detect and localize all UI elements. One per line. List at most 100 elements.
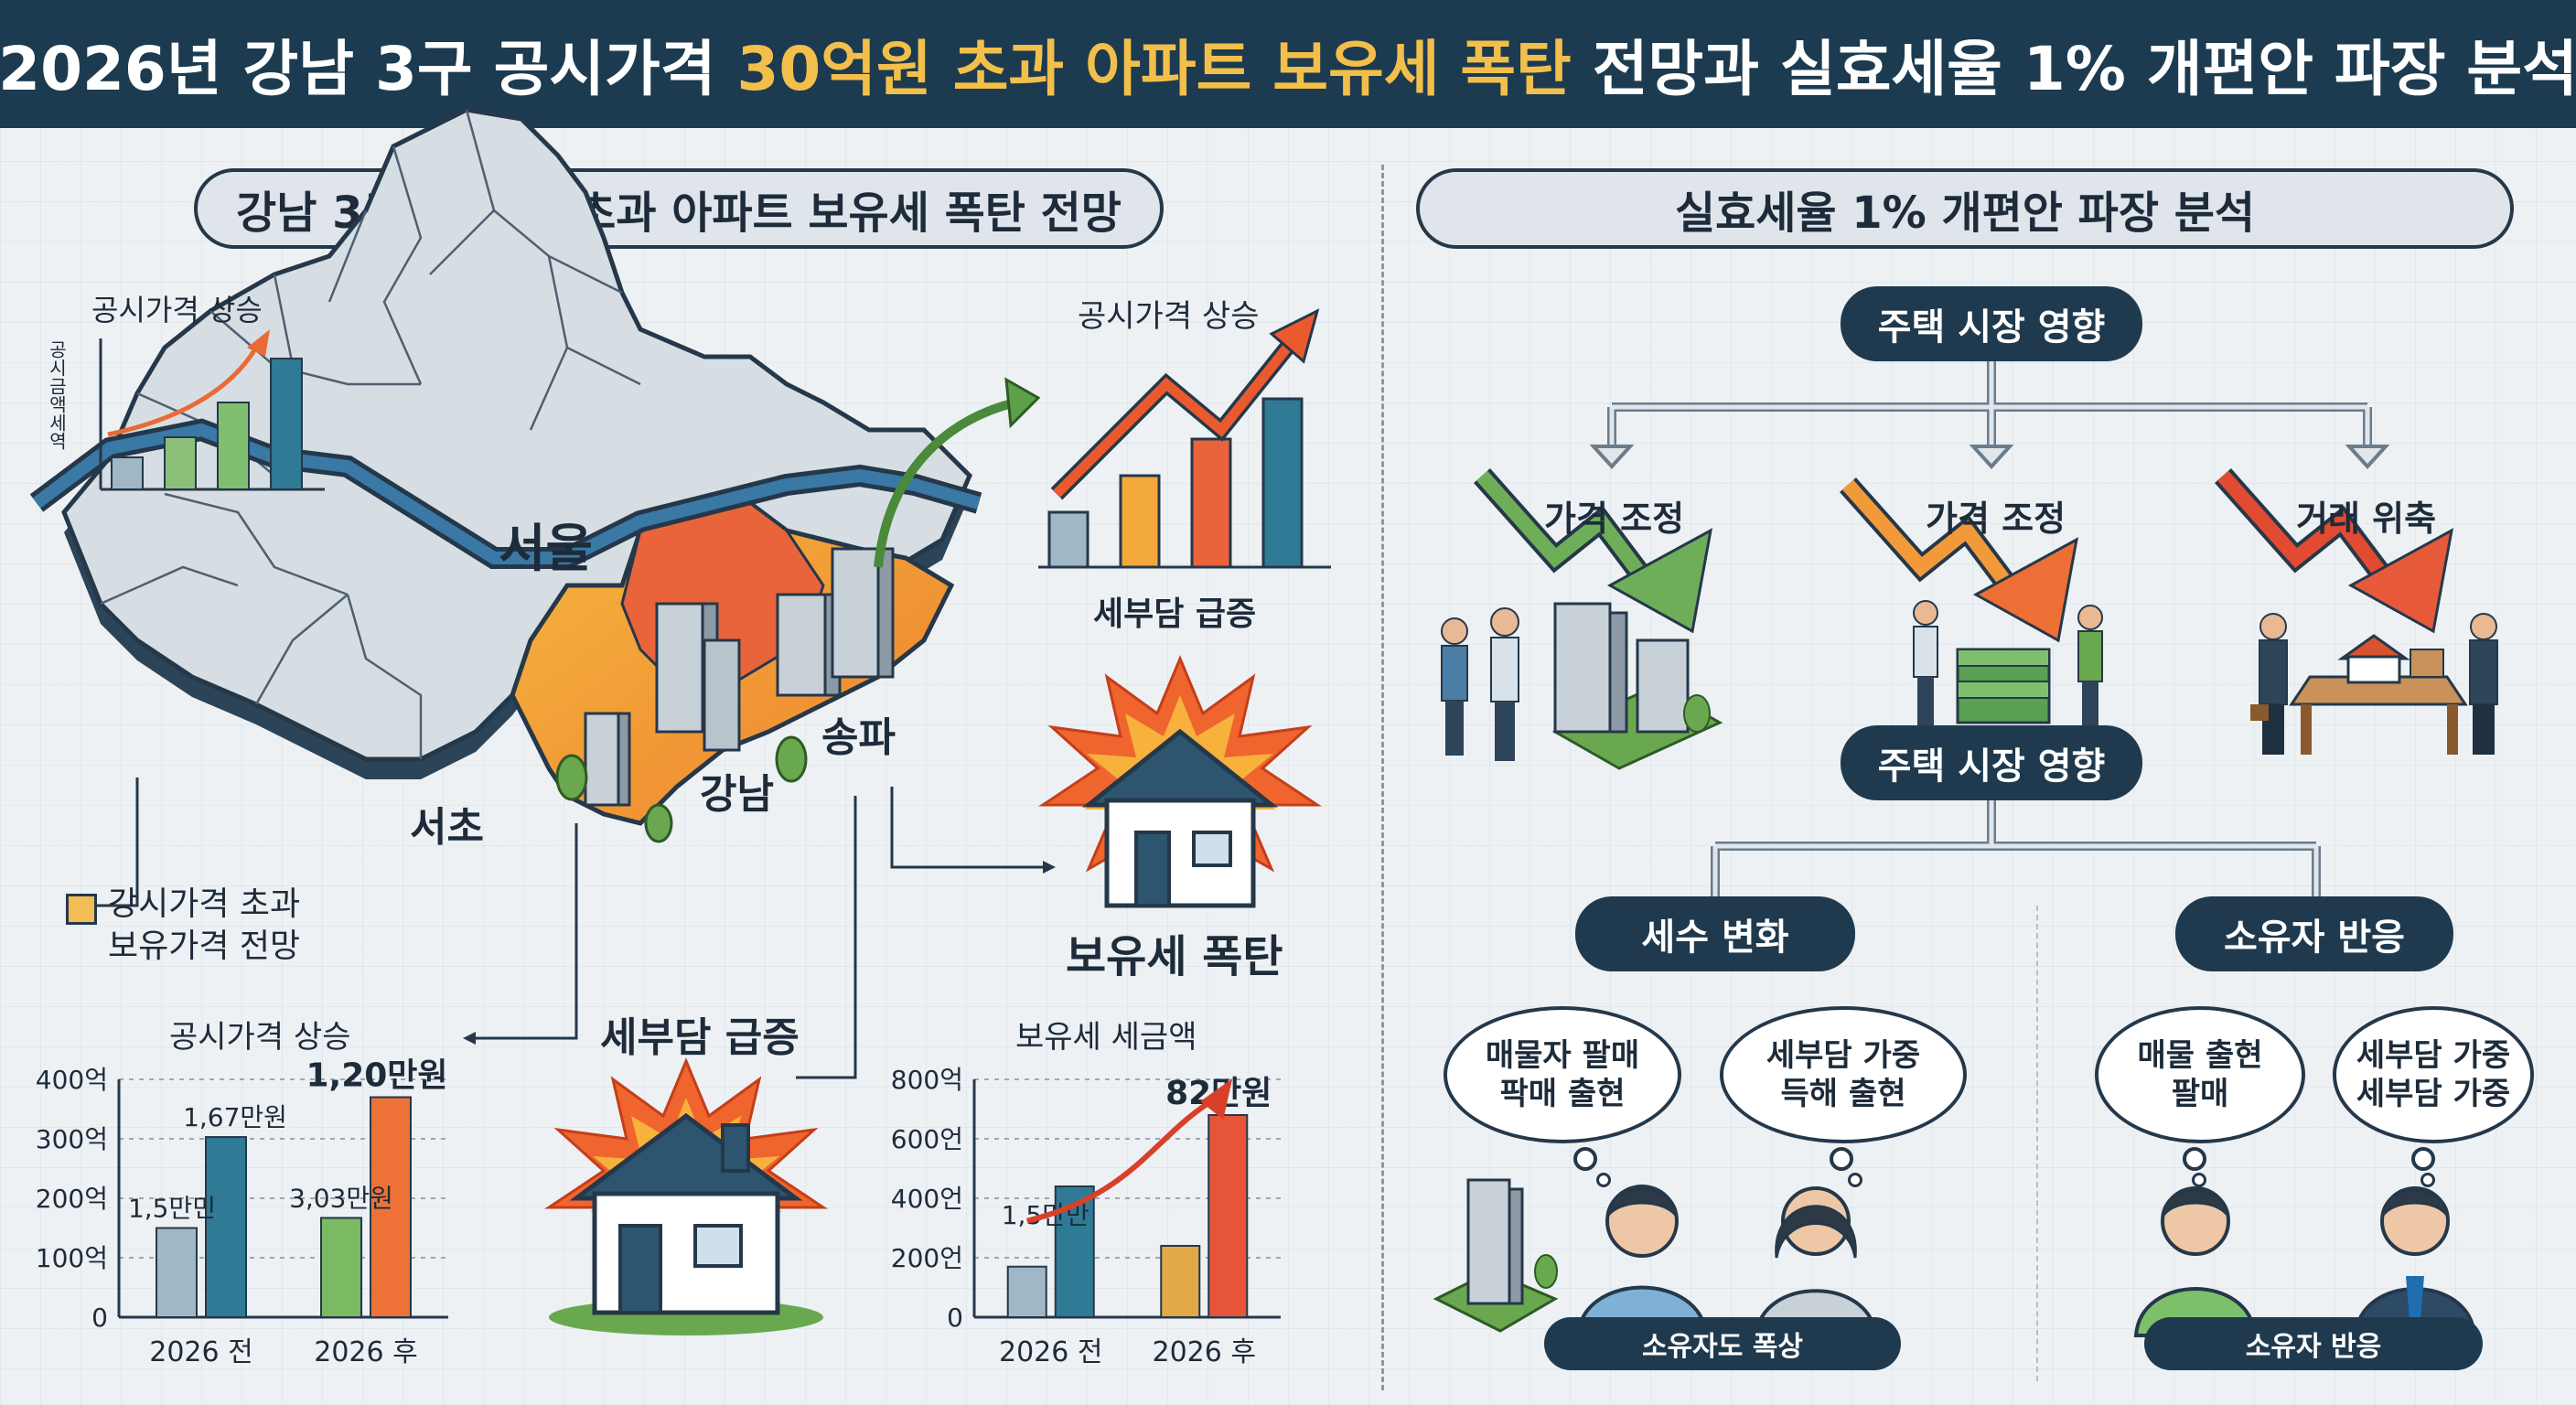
bar [1006,1265,1047,1318]
mini-bar-1 [111,456,144,490]
tax-change-pill: 세수 변화 [1575,896,1855,971]
connector-arrow-2 [1043,861,1056,874]
map-label-songpa: 송파 [821,714,896,761]
people-with-buildings [1441,602,1723,770]
house-deal-table [2250,613,2498,755]
trees [555,735,808,843]
bubble3-line2: 팔매 [2171,1076,2229,1112]
bubble2-tail-small [1848,1173,1862,1187]
title-part2: 전망과 실효세율 1% 개편안 파장 분석 [1571,34,2576,104]
map-label-gangnam: 강남 [700,771,774,818]
trend-arrow-head [1200,1078,1233,1120]
map-label-seoul: 서울 [499,520,594,579]
buildings [584,547,895,807]
footer-left-pill: 소유자도 폭상 [1544,1317,1901,1370]
trc-bar-3 [1190,437,1232,569]
connector-arrow-1 [463,1032,476,1045]
han-river-water [32,423,981,564]
right-section-title: 실효세율 1% 개편안 파장 분석 [1416,168,2514,249]
tax-bomb-label: 보유세 폭탄 [1066,931,1283,982]
data-label: 1,5만민 [128,1194,216,1224]
mini-chart-title: 공시가격 상승 [91,293,263,327]
mini-bar-3 [217,402,250,490]
map-legend-swatch [66,894,97,925]
bubble3-tail-small [2192,1173,2206,1187]
market-impact-top-text: 주택 시장 영향 [1877,306,2106,349]
seoul-map [29,107,1056,1079]
trc-trend-arrow [1269,308,1320,364]
top-right-chart-title: 공시가격 상승 [1078,298,1260,335]
y-tick-label: 200억 [36,1184,108,1214]
title-bar: 2026년 강남 3구 공시가격 30억원 초과 아파트 보유세 폭탄 전망과 … [0,0,2576,128]
owner-reaction-text: 소유자 반응 [2224,917,2405,959]
y-tick-label: 800억 [891,1065,963,1095]
trend-arrow-line [1026,1094,1220,1224]
subsection-divider [2036,906,2038,1381]
top-right-chart [1038,308,1331,569]
section-divider [1381,165,1384,1390]
trc-bar-1 [1047,510,1089,569]
x-tick-label: 2026 전 [999,1336,1102,1368]
owners-illustration-right [2133,1186,2477,1337]
chart1: 400억 300억 200억 100억 0 2026 전 2026 후 1,5만민 1,67만원… [36,1057,448,1368]
data-label: 1,67만원 [183,1102,287,1132]
title-highlight: 30억원 초과 아파트 보유세 폭탄 [736,34,1572,104]
y-tick-label: 100억 [36,1243,108,1273]
branch-label-1: 가격 조정 [1544,499,1685,539]
trc-bar-2 [1119,474,1161,569]
bubble4-line1: 세부담 가중 [2356,1036,2511,1074]
bubble3-line1: 매물 출현 [2137,1036,2263,1074]
market-impact-top: 주택 시장 영향 [1841,286,2142,361]
chart2-title: 보유세 세금액 [1015,1019,1197,1056]
mini-bar-4 [270,358,303,490]
tax-surge-label: 세부담 급증 [600,1014,800,1061]
footer-right-pill: 소유자 반응 [2144,1317,2483,1370]
bar [1208,1114,1249,1318]
bubble2-tail [1830,1147,1853,1171]
bubble4-tail-small [2420,1173,2435,1187]
branch-label-2: 가격 조정 [1926,499,2066,539]
branch-label-3: 거래 위축 [2296,499,2437,539]
bubble4-tail [2411,1147,2435,1171]
down-arrow-green [1474,468,1713,634]
exploding-house-right [1038,655,1322,908]
trc-trend-line-fill [1053,335,1299,498]
mini-chart [99,329,325,491]
market-impact-mid-text: 주택 시장 영향 [1877,745,2106,788]
cash-exchange [1913,600,2103,727]
thought-bubble-1: 매물자 팔매 팍매 출현 [1444,1006,1681,1143]
footer-left-text: 소유자도 폭상 [1641,1331,1804,1363]
thought-bubble-3: 매물 출현 팔매 [2095,1006,2305,1143]
bubble2-line2: 득해 출현 [1780,1076,1906,1112]
x-tick-label: 2026 후 [1153,1336,1256,1368]
map-label-seocho: 서초 [410,804,484,851]
bubble1-tail-small [1596,1173,1611,1187]
footer-right-text: 소유자 반응 [2245,1331,2382,1363]
mini-trend-arrow [247,329,270,357]
y-tick-label: 600언 [891,1124,963,1154]
x-tick-label: 2026 후 [314,1336,417,1368]
y-tick-label: 200언 [891,1243,963,1273]
down-arrow-red [2215,468,2454,634]
data-label: 1,20만원 [306,1057,447,1095]
owners-illustration-left [1433,1178,1878,1337]
map-legend: 강시가격 초과 보유가격 전망 [108,884,300,968]
mini-bar-2 [164,436,197,490]
trc-bar-4 [1261,397,1304,569]
bubble1-line2: 팍매 출현 [1499,1076,1626,1112]
data-label: 3,03만원 [289,1183,393,1213]
bar [320,1217,362,1318]
map-legend-line1: 강시가격 초과 [108,885,301,923]
title-part1: 2026년 강남 3구 공시가격 [0,34,737,104]
mini-chart-ylabel: 공시금액세역 [46,340,68,450]
thought-bubble-4: 세부담 가중 세부담 가중 [2333,1006,2534,1143]
bubble1-tail [1573,1147,1597,1171]
y-tick-label: 0 [91,1303,108,1333]
chart1-title: 공시가격 상승 [169,1019,351,1056]
green-growth-arrow [874,398,1017,568]
bubble4-line2: 세부담 가중 [2356,1076,2511,1112]
bubble1-line1: 매물자 팔매 [1485,1036,1640,1074]
bar [156,1227,198,1318]
